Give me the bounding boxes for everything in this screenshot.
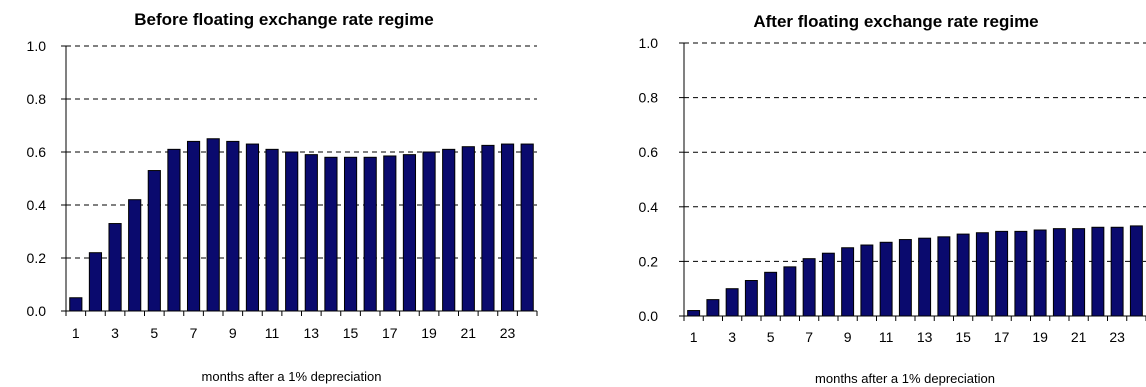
- bar-month-12: [285, 151, 299, 312]
- x-axis-label: months after a 1% depreciation: [202, 369, 382, 384]
- bar-month-23: [500, 143, 515, 312]
- bar-month-7: [802, 258, 816, 317]
- chart-panel-after: After floating exchange rate regime 0.0 0.…: [580, 0, 1146, 387]
- bar-month-19: [1033, 229, 1047, 317]
- bar-month-2: [706, 299, 720, 317]
- x-tick-label: 23: [1109, 329, 1125, 345]
- bar-month-3: [725, 288, 739, 317]
- bar-month-8: [206, 138, 220, 312]
- bar-month-4: [128, 199, 142, 312]
- bar-month-16: [363, 156, 377, 312]
- bar-month-1: [687, 310, 701, 317]
- x-tick-label: 7: [190, 325, 198, 341]
- x-tick-label: 3: [728, 329, 736, 345]
- x-tick-label: 7: [805, 329, 813, 345]
- x-tick-label: 13: [917, 329, 933, 345]
- y-tick-label: 0.8: [27, 91, 47, 107]
- chart-title: Before floating exchange rate regime: [134, 10, 433, 29]
- y-tick-label: 0.0: [27, 303, 47, 319]
- x-tick-label: 3: [111, 325, 119, 341]
- bar-month-2: [88, 252, 103, 312]
- y-tick-label: 0.4: [27, 197, 47, 213]
- y-tick-label: 0.8: [639, 90, 659, 106]
- y-tick-label: 1.0: [27, 38, 47, 54]
- x-tick-label: 1: [72, 325, 80, 341]
- x-tick-label: 5: [767, 329, 775, 345]
- bar-month-6: [783, 266, 797, 317]
- bar-month-14: [324, 156, 338, 312]
- x-tick-label: 15: [955, 329, 971, 345]
- x-axis-label: months after a 1% depreciation: [815, 371, 995, 386]
- bar-month-16: [975, 232, 989, 317]
- x-tick-label: 15: [343, 325, 359, 341]
- bar-month-19: [422, 151, 436, 312]
- chart-panel-before: Before floating exchange rate regime 0.0 0…: [0, 0, 560, 387]
- chart-title: After floating exchange rate regime: [753, 12, 1038, 31]
- bar-month-3: [108, 223, 122, 312]
- bar-month-14: [937, 236, 951, 317]
- bar-chart-before: Before floating exchange rate regime 0.0 0…: [27, 10, 538, 384]
- x-tick-label: 13: [304, 325, 320, 341]
- x-tick-label: 19: [421, 325, 437, 341]
- bar-month-9: [841, 247, 855, 317]
- bar-month-12: [898, 239, 912, 317]
- bar-month-18: [1014, 230, 1028, 317]
- x-tick-label: 23: [500, 325, 516, 341]
- bar-month-22: [481, 144, 495, 312]
- bar-month-24: [1129, 225, 1143, 317]
- y-tick-label: 1.0: [639, 35, 659, 51]
- bar-month-10: [245, 143, 260, 312]
- x-tick-label: 9: [229, 325, 237, 341]
- bar-month-5: [764, 271, 778, 317]
- bar-month-13: [304, 154, 318, 312]
- x-tick-label: 17: [994, 329, 1010, 345]
- y-tick-label: 0.2: [27, 250, 47, 266]
- x-tick-label: 1: [690, 329, 698, 345]
- bar-month-21: [461, 146, 475, 312]
- bar-month-5: [147, 170, 161, 312]
- y-tick-label: 0.0: [639, 308, 659, 324]
- bar-month-8: [821, 252, 835, 317]
- x-tick-label: 9: [844, 329, 852, 345]
- bar-month-11: [879, 241, 893, 317]
- x-tick-label: 19: [1032, 329, 1048, 345]
- bar-month-20: [442, 148, 456, 312]
- x-tick-label: 5: [150, 325, 158, 341]
- bar-month-1: [69, 297, 83, 312]
- bar-month-13: [918, 237, 932, 317]
- x-tick-label: 11: [265, 325, 280, 341]
- bar-month-21: [1072, 228, 1086, 317]
- bar-month-18: [402, 154, 417, 312]
- bar-month-7: [186, 140, 201, 312]
- y-tick-label: 0.6: [639, 144, 659, 160]
- bar-month-20: [1052, 228, 1066, 317]
- x-tick-label: 21: [1071, 329, 1087, 345]
- bar-chart-after: After floating exchange rate regime 0.0 0.…: [639, 12, 1146, 386]
- bar-month-17: [383, 155, 397, 312]
- bar-month-22: [1091, 226, 1105, 317]
- y-tick-label: 0.4: [639, 199, 659, 215]
- bar-month-6: [167, 148, 181, 312]
- bar-month-10: [860, 244, 874, 317]
- bar-month-9: [226, 140, 240, 312]
- bar-month-23: [1110, 226, 1124, 317]
- x-tick-label: 11: [879, 329, 894, 345]
- bar-month-15: [343, 156, 358, 312]
- bar-month-24: [520, 143, 534, 312]
- bar-month-15: [956, 233, 970, 317]
- bar-month-4: [744, 280, 758, 317]
- y-tick-label: 0.2: [639, 253, 659, 269]
- x-tick-label: 17: [382, 325, 398, 341]
- bar-month-17: [995, 230, 1009, 317]
- y-tick-label: 0.6: [27, 144, 47, 160]
- bar-month-11: [265, 148, 279, 312]
- x-tick-label: 21: [461, 325, 477, 341]
